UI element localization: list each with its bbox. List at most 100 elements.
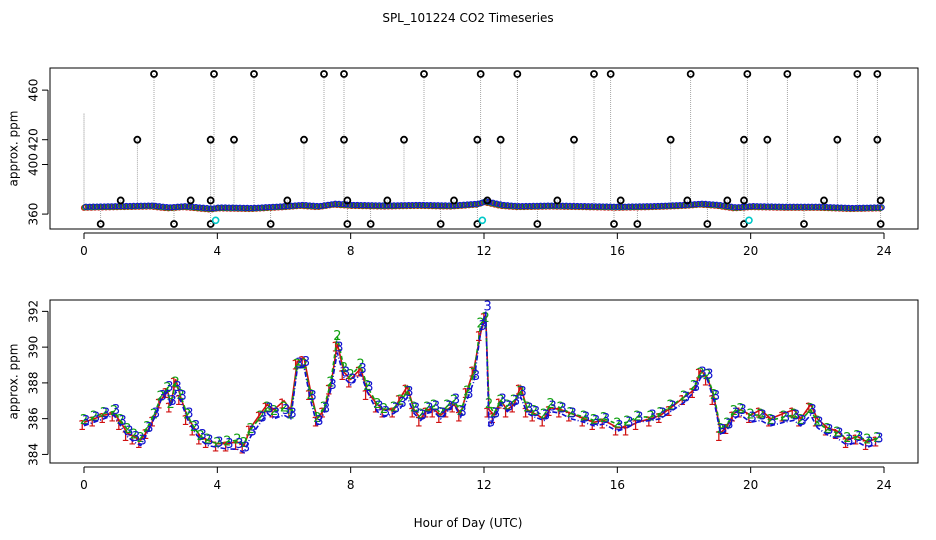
baseline-point [343, 201, 350, 208]
outlier-point [230, 135, 238, 144]
series-point-label: 3 [592, 414, 600, 429]
series-point-label: 2 [163, 381, 171, 396]
series-point-label: 3 [719, 423, 727, 438]
series-point-label: 3 [139, 434, 147, 449]
outlier-point [206, 135, 215, 144]
baseline-point [255, 204, 262, 211]
series-point-label: 1 [645, 416, 653, 431]
series-point-label: 2 [143, 420, 151, 435]
series-point-label: 2 [80, 413, 88, 428]
series-point-label: 3 [365, 380, 373, 395]
series-point-label: 1 [708, 394, 716, 409]
series-point-label: 2 [443, 399, 451, 414]
baseline-point [867, 204, 874, 211]
baseline-point [878, 204, 885, 211]
chart-title: SPL_101224 CO2 Timeseries [382, 11, 553, 25]
series-point-label: 1 [115, 419, 123, 434]
y-tick-label: 360 [27, 203, 41, 226]
outlier-point [476, 70, 485, 78]
series-point-label: 2 [307, 388, 315, 403]
series-point-label: 2 [257, 409, 265, 424]
series-point-label: 1 [435, 412, 443, 427]
outlier-point [266, 220, 275, 228]
baseline-point [181, 203, 189, 210]
baseline-point [537, 202, 544, 209]
baseline-point [526, 202, 533, 210]
baseline-point [365, 202, 372, 209]
baseline-point [823, 203, 830, 211]
baseline-point [742, 203, 750, 210]
baseline-point [357, 201, 365, 209]
series-point-label: 1 [285, 407, 293, 422]
series-point-label: 1 [851, 434, 859, 449]
series-point-label: 3 [152, 407, 160, 422]
series-point-label: 1 [805, 401, 813, 416]
outlier-point [740, 135, 748, 144]
baseline-point [86, 203, 93, 210]
baseline-point [669, 202, 676, 209]
flag-point [745, 216, 753, 225]
series-point-label: 2 [280, 400, 288, 415]
baseline-point [849, 204, 856, 212]
baseline-point [764, 203, 772, 210]
series-point-label: 3 [712, 389, 720, 404]
outlier-point [876, 196, 885, 205]
series-point-label: 3 [659, 407, 667, 422]
series-point-label: 3 [159, 389, 167, 404]
series-point-label: 2 [823, 422, 831, 437]
baseline-point [794, 203, 801, 210]
series-point-label: 3 [412, 401, 420, 416]
series-point-label: 2 [767, 413, 775, 428]
series-point-label: 3 [272, 407, 280, 422]
series-point-label: 3 [439, 407, 447, 422]
baseline-point [196, 204, 203, 211]
outlier-point [116, 196, 125, 205]
baseline-point [273, 203, 280, 210]
baseline-point [676, 202, 684, 209]
series-point-label: 3 [335, 341, 343, 356]
series-point-label: 3 [792, 408, 800, 423]
series-point-label: 2 [263, 400, 271, 415]
baseline-point [691, 201, 698, 208]
baseline-point [519, 202, 526, 210]
outlier-point [740, 220, 748, 228]
baseline-point [746, 203, 753, 210]
series-point-label: 2 [710, 388, 718, 403]
baseline-point [361, 202, 368, 209]
series-point-label: 3 [215, 435, 223, 450]
series-point-label: 1 [421, 407, 429, 422]
series-point-label: 2 [130, 427, 138, 442]
series-point-label: 3 [825, 423, 833, 438]
series-point-label: 2 [680, 390, 688, 405]
series-point-label: 3 [799, 414, 807, 429]
series-point-label: 3 [282, 403, 290, 418]
x-tick-label: 4 [214, 244, 222, 258]
series-point-label: 2 [530, 404, 538, 419]
series-point-label: 2 [327, 375, 335, 390]
series-point-label: 3 [519, 385, 527, 400]
baseline-point [317, 202, 324, 210]
series-point-label: 2 [523, 400, 531, 415]
outlier-point [820, 196, 828, 205]
series-point-label: 1 [361, 389, 369, 404]
baseline-point [541, 202, 548, 209]
baseline-point [251, 204, 258, 211]
outlier-point [740, 196, 748, 205]
series-point-label: 2 [853, 429, 861, 444]
y-tick-label: 384 [27, 443, 41, 466]
series-point-label: 1 [78, 419, 86, 434]
baseline-point [456, 201, 464, 209]
x-tick-label: 20 [743, 478, 758, 492]
baseline-point [354, 201, 361, 209]
baseline-point [108, 203, 115, 210]
series-point-label: 3 [179, 389, 187, 404]
drop-lines [100, 74, 882, 224]
series-point-label: 2 [423, 400, 431, 415]
baseline-point [533, 202, 541, 209]
flag-point [478, 216, 487, 225]
outlier-point [683, 196, 692, 205]
baseline-point [841, 204, 849, 211]
series-point-label: 2 [247, 422, 255, 437]
series-point-label: 2 [397, 393, 405, 408]
series-point-label: 2 [90, 409, 98, 424]
